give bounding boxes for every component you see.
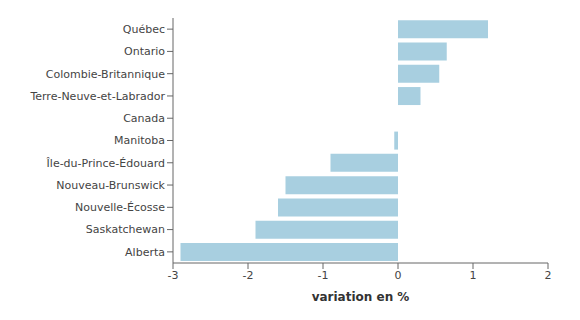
svg-text:Colombie-Britannique: Colombie-Britannique [46,68,165,81]
svg-text:Île-du-Prince-Édouard: Île-du-Prince-Édouard [46,157,165,170]
svg-text:Manitoba: Manitoba [114,134,165,147]
svg-text:Nouveau-Brunswick: Nouveau-Brunswick [56,179,165,192]
svg-text:Québec: Québec [123,23,165,36]
svg-text:Nouvelle-Écosse: Nouvelle-Écosse [75,201,165,214]
svg-text:2: 2 [545,269,552,282]
svg-text:1: 1 [470,269,477,282]
svg-text:Canada: Canada [123,112,165,125]
svg-text:Saskatchewan: Saskatchewan [86,223,165,236]
svg-text:Ontario: Ontario [124,45,165,58]
svg-text:Alberta: Alberta [125,246,165,259]
svg-text:0: 0 [395,269,402,282]
svg-text:-2: -2 [243,269,254,282]
svg-text:-1: -1 [318,269,329,282]
svg-text:Terre-Neuve-et-Labrador: Terre-Neuve-et-Labrador [29,90,165,103]
svg-text:variation en %: variation en % [312,290,410,304]
svg-text:-3: -3 [168,269,179,282]
